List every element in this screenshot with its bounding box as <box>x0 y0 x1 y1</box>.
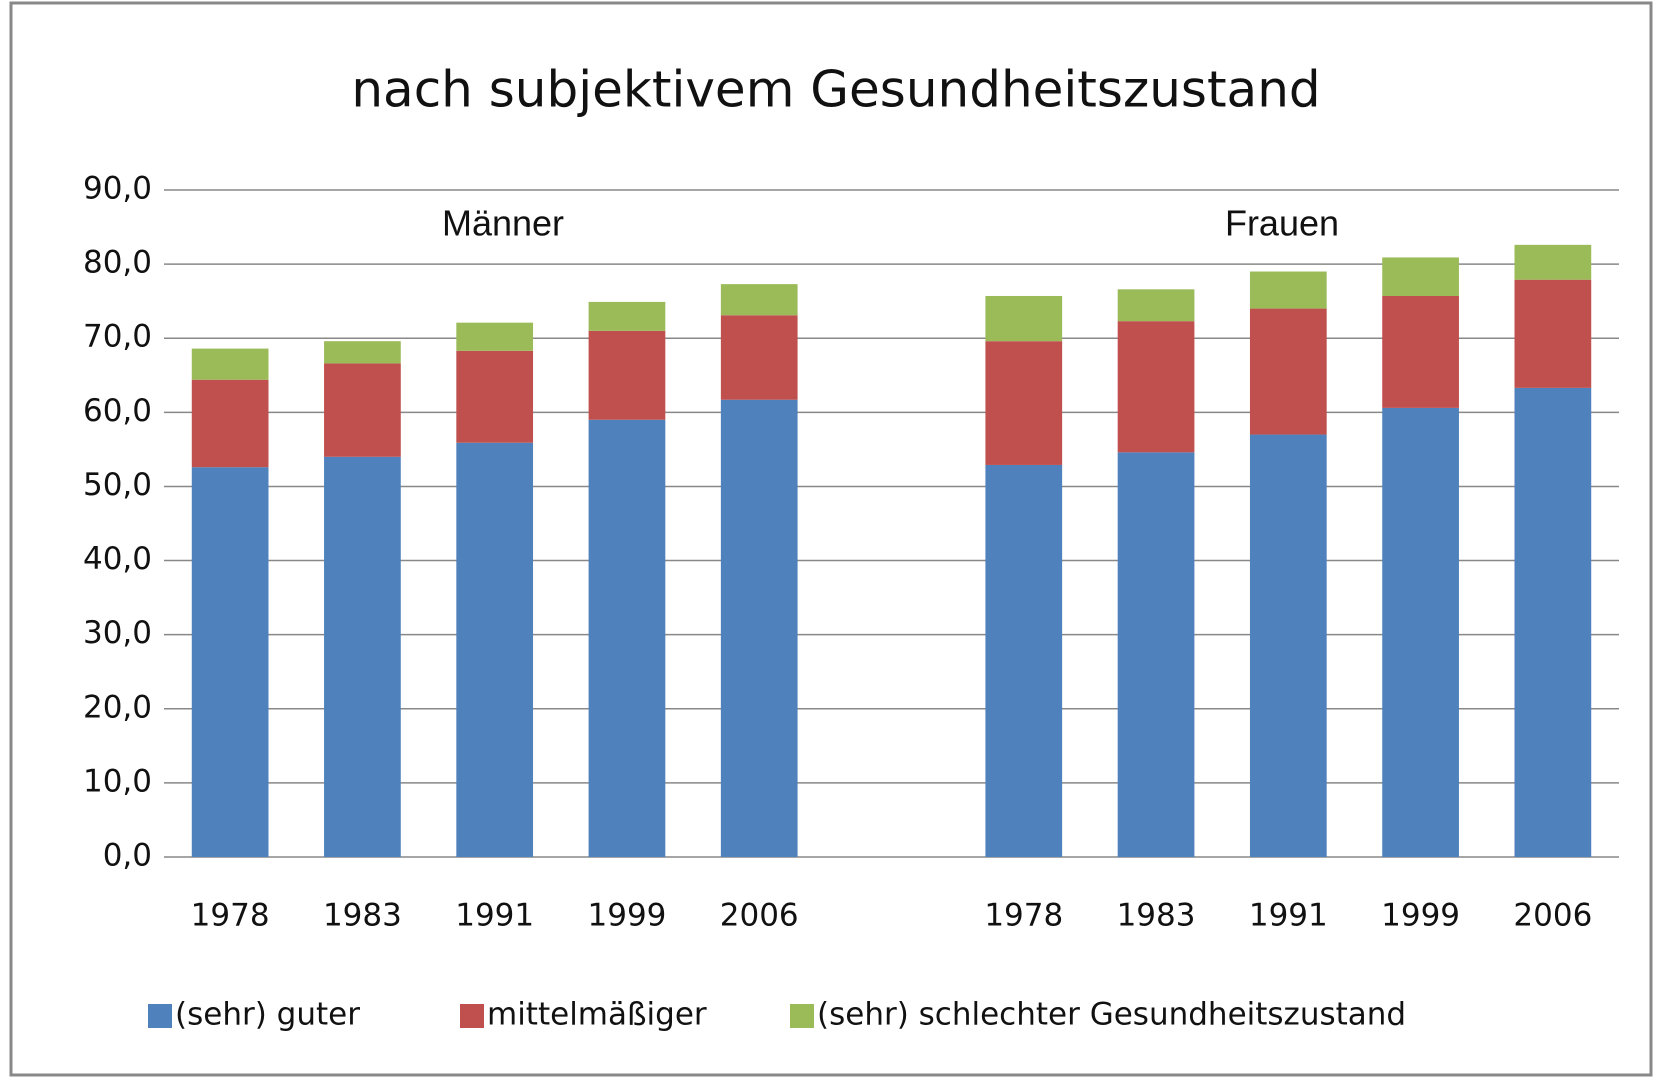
bar-segment <box>191 379 269 468</box>
legend-swatch <box>460 1004 484 1028</box>
bar-segment <box>1117 321 1195 453</box>
x-tick-label: 1978 <box>984 898 1063 934</box>
bar-segment <box>191 467 269 857</box>
bar-segment <box>191 348 269 380</box>
bar-segment <box>588 301 666 331</box>
x-tick-label: 1978 <box>191 898 270 934</box>
bar-segment <box>1382 407 1459 857</box>
bar-segment <box>720 315 798 400</box>
bar-segment <box>720 399 798 857</box>
bar-segment <box>324 456 401 857</box>
y-tick-label: 90,0 <box>83 171 152 207</box>
group-label: Männer <box>442 203 564 244</box>
y-tick-label: 0,0 <box>103 838 152 874</box>
y-tick-label: 80,0 <box>83 245 152 281</box>
bar-segment <box>1249 434 1327 857</box>
y-tick-label: 40,0 <box>83 541 152 577</box>
bar-segment <box>324 341 401 364</box>
bar-segment <box>1514 387 1592 857</box>
x-tick-label: 2006 <box>720 898 799 934</box>
bar-segment <box>456 442 534 857</box>
legend-swatch <box>790 1004 814 1028</box>
bar-segment <box>985 341 1063 465</box>
group-label: Frauen <box>1225 203 1339 244</box>
x-tick-label: 2006 <box>1513 898 1592 934</box>
bar-segment <box>1382 295 1459 408</box>
x-tick-label: 1999 <box>1381 898 1460 934</box>
bar-segment <box>1514 244 1592 280</box>
bar-segment <box>1249 308 1327 435</box>
legend-label: (sehr) guter <box>175 997 360 1033</box>
x-tick-label: 1983 <box>323 898 402 934</box>
bar-segment <box>985 464 1063 857</box>
bar-segment <box>1514 279 1592 388</box>
bar-segment <box>985 295 1063 342</box>
x-tick-label: 1991 <box>1249 898 1328 934</box>
bar-segment <box>1117 289 1195 322</box>
bar-segment <box>456 322 534 351</box>
bar-segment <box>1117 452 1195 857</box>
legend-label: (sehr) schlechter Gesundheitszustand <box>817 997 1406 1033</box>
x-tick-label: 1991 <box>455 898 534 934</box>
bar-segment <box>588 419 666 857</box>
chart-frame <box>9 1 1653 1077</box>
y-tick-label: 30,0 <box>83 615 152 651</box>
x-tick-label: 1983 <box>1117 898 1196 934</box>
bar-segment <box>324 363 401 457</box>
bar-segment <box>588 330 666 420</box>
chart-title: nach subjektivem Gesundheitszustand <box>351 61 1320 119</box>
bar-segment <box>720 284 798 316</box>
legend-label: mittelmäßiger <box>487 997 707 1033</box>
y-tick-label: 20,0 <box>83 689 152 725</box>
y-tick-label: 10,0 <box>83 763 152 799</box>
y-tick-label: 70,0 <box>83 319 152 355</box>
bar-segment <box>1249 271 1327 309</box>
bar-segment <box>1382 257 1459 296</box>
bar-segment <box>456 350 534 443</box>
legend-swatch <box>148 1004 172 1028</box>
y-tick-label: 50,0 <box>83 467 152 503</box>
x-tick-label: 1999 <box>588 898 667 934</box>
y-tick-label: 60,0 <box>83 393 152 429</box>
